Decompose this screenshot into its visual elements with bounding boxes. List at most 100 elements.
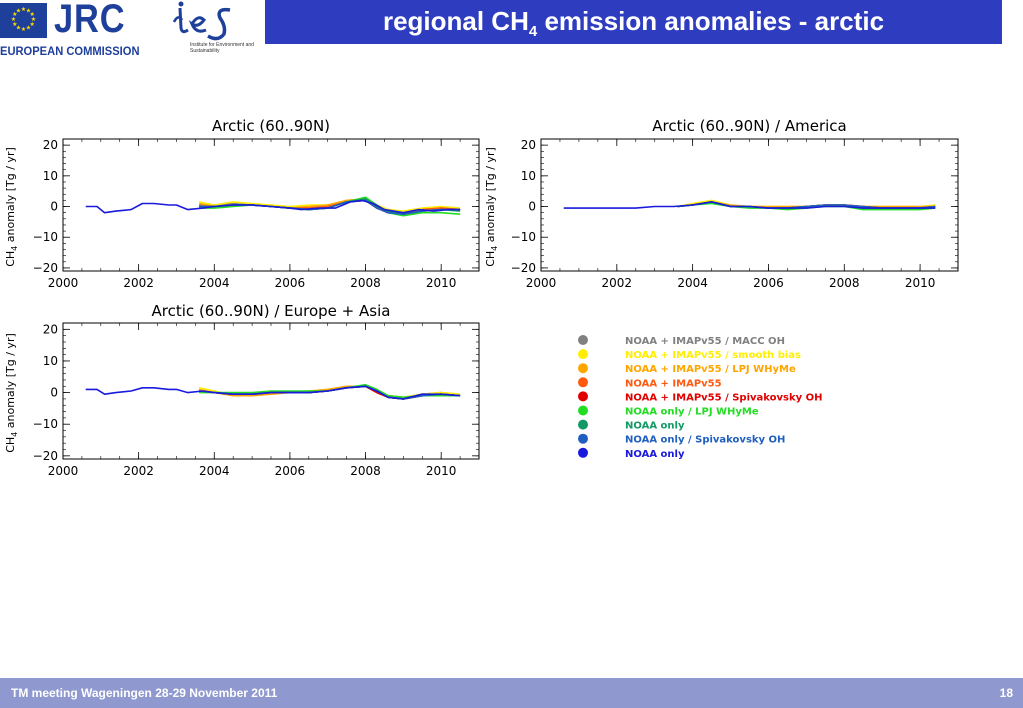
legend-marker-icon: [578, 419, 588, 430]
y-tick-label: 0: [50, 386, 58, 400]
x-tick-label: 2006: [275, 276, 306, 290]
y-tick-label: −10: [33, 417, 58, 431]
y-axis-label-subscript: 4: [10, 246, 19, 251]
legend-label: NOAA + IMAPv55 / MACC OH: [625, 336, 785, 347]
legend-marker-icon: [578, 349, 588, 360]
x-tick-label: 2010: [426, 464, 457, 478]
y-axis-label-subscript: 4: [490, 246, 499, 251]
y-tick-label: 20: [521, 138, 536, 152]
svg-text:★: ★: [21, 26, 26, 33]
svg-text:★: ★: [30, 11, 35, 18]
x-tick-label: 2004: [199, 276, 230, 290]
x-tick-label: 2006: [275, 464, 306, 478]
ies-logo-icon: [172, 1, 231, 41]
svg-text:★: ★: [26, 25, 31, 32]
series-line: [563, 201, 936, 209]
x-tick-label: 2000: [48, 464, 79, 478]
svg-text:★: ★: [30, 21, 35, 28]
svg-text:★: ★: [26, 7, 31, 14]
y-axis-label: CH4 anomaly [Tg / yr]: [4, 333, 19, 453]
x-tick-label: 2000: [48, 276, 79, 290]
title-bar: regional CH4 emission anomalies - arctic: [265, 0, 1002, 44]
legend-marker-icon: [578, 433, 588, 444]
slide-title: regional CH4 emission anomalies - arctic: [265, 6, 1002, 40]
header-logos: ★ ★ ★ ★ ★ ★ ★ ★ ★ ★ ★ ★ JRC EUROPEAN COMMISSION …: [0, 0, 270, 62]
y-tick-label: −20: [33, 261, 58, 275]
legend: NOAA + IMAPv55 / MACC OH NOAA + IMAPv55 /…: [578, 335, 823, 460]
y-axis-label-part: CH: [4, 251, 17, 267]
y-tick-label: 0: [528, 200, 536, 214]
legend-label: NOAA + IMAPv55: [625, 378, 722, 389]
legend-label: NOAA only: [625, 421, 685, 432]
legend-marker-icon: [578, 447, 588, 458]
legend-marker-icon: [578, 363, 588, 374]
y-tick-label: −20: [33, 449, 58, 463]
chart-title: Arctic (60..90N) / America: [652, 117, 847, 135]
x-tick-label: 2008: [829, 276, 860, 290]
jrc-logo: JRC: [54, 0, 126, 41]
legend-label: NOAA only / Spivakovsky OH: [625, 435, 785, 446]
x-tick-label: 2010: [426, 276, 457, 290]
x-tick-label: 2008: [350, 464, 381, 478]
y-tick-label: 10: [43, 354, 58, 368]
footer-text: TM meeting Wageningen 28-29 November 201…: [11, 686, 278, 700]
legend-marker-icon: [578, 377, 588, 388]
y-axis-label: CH4 anomaly [Tg / yr]: [484, 147, 499, 267]
x-tick-label: 2010: [905, 276, 936, 290]
legend-label: NOAA only / LPJ WHyMe: [625, 407, 759, 418]
series-line: [85, 385, 461, 400]
y-axis-label-part: CH: [4, 437, 17, 453]
y-axis-label-subscript: 4: [10, 432, 19, 437]
svg-text:★: ★: [21, 6, 26, 13]
y-axis-label-part: anomaly [Tg / yr]: [484, 147, 497, 245]
plot-frame: [540, 138, 959, 272]
legend-label: NOAA + IMAPv55 / Spivakovsky OH: [625, 392, 823, 403]
footer-bar: TM meeting Wageningen 28-29 November 201…: [0, 678, 1023, 708]
legend-marker-icon: [578, 335, 588, 345]
svg-text:★: ★: [16, 7, 21, 14]
y-tick-label: −10: [33, 230, 58, 244]
chart-title: Arctic (60..90N) / Europe + Asia: [152, 302, 391, 320]
legend-label: NOAA + IMAPv55 / smooth bias: [625, 350, 801, 361]
x-tick-label: 2002: [602, 276, 633, 290]
x-tick-label: 2002: [123, 464, 154, 478]
series-line: [85, 199, 461, 214]
ies-subtitle: Institute for Environment and Sustainabi…: [190, 42, 254, 54]
svg-text:★: ★: [31, 16, 36, 23]
legend-label: NOAA only: [625, 449, 685, 460]
legend-marker-icon: [578, 391, 588, 402]
svg-text:★: ★: [12, 21, 17, 28]
x-tick-label: 2006: [753, 276, 784, 290]
x-tick-label: 2008: [350, 276, 381, 290]
svg-text:★: ★: [16, 25, 21, 32]
y-tick-label: 10: [43, 169, 58, 183]
x-tick-label: 2000: [526, 276, 557, 290]
page-number: 18: [999, 686, 1013, 700]
slide-title-suffix: emission anomalies - arctic: [537, 6, 885, 36]
y-tick-label: −20: [511, 261, 536, 275]
y-tick-label: 0: [50, 200, 58, 214]
svg-text:★: ★: [12, 11, 17, 18]
y-tick-label: 20: [43, 138, 58, 152]
x-tick-label: 2002: [123, 276, 154, 290]
svg-text:★: ★: [11, 16, 16, 23]
y-axis-label: CH4 anomaly [Tg / yr]: [4, 147, 19, 267]
y-tick-label: −10: [511, 230, 536, 244]
y-axis-label-part: CH: [484, 251, 497, 267]
eu-flag-logo: ★ ★ ★ ★ ★ ★ ★ ★ ★ ★ ★ ★: [0, 3, 47, 38]
slide-title-prefix: regional CH: [382, 6, 529, 36]
slide-title-subscript: 4: [528, 23, 538, 41]
chart-title: Arctic (60..90N): [212, 117, 330, 135]
eu-stars-icon: ★ ★★ ★★★ ★★★ ★★★: [11, 6, 36, 33]
legend-label: NOAA + IMAPv55 / LPJ WHyMe: [625, 364, 796, 375]
y-axis-label-part: anomaly [Tg / yr]: [4, 333, 17, 431]
legend-marker-icon: [578, 405, 588, 416]
y-tick-label: 20: [43, 322, 58, 336]
y-tick-label: 10: [521, 169, 536, 183]
x-tick-label: 2004: [199, 464, 230, 478]
x-tick-label: 2004: [677, 276, 708, 290]
